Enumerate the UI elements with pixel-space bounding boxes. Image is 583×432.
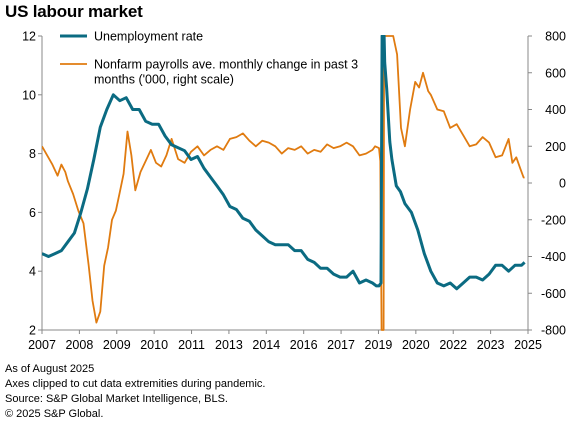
y-right-tick-label: 400 xyxy=(545,103,566,117)
y-right-tick-label: -600 xyxy=(541,287,566,301)
x-tick-label: 2008 xyxy=(65,338,93,352)
legend-label-payrolls: Nonfarm payrolls ave. monthly change in … xyxy=(94,58,358,87)
x-tick-label: 2009 xyxy=(103,338,131,352)
y-left-tick-label: 12 xyxy=(22,30,36,44)
x-tick-label: 2020 xyxy=(402,338,430,352)
footnote-source: Source: S&P Global Market Intelligence, … xyxy=(5,393,228,405)
x-tick-label: 2016 xyxy=(290,338,318,352)
y-right-tick-label: 0 xyxy=(559,177,566,191)
legend: Unemployment rate Nonfarm payrolls ave. m… xyxy=(60,30,358,87)
y-right-tick-label: 600 xyxy=(545,66,566,80)
unemployment-rate-line xyxy=(42,35,526,291)
y-right-tick-label: 800 xyxy=(545,30,566,44)
y-right-tick-label: -200 xyxy=(541,213,566,227)
y-left-tick-label: 8 xyxy=(29,147,36,161)
x-tick-label: 2013 xyxy=(215,338,243,352)
x-tick-label: 2023 xyxy=(477,338,505,352)
x-tick-label: 2011 xyxy=(178,338,205,352)
x-tick-label: 2014 xyxy=(252,338,280,352)
y-right-tick-label: -800 xyxy=(541,324,566,338)
chart-area: 2 4 6 8 10 12 -800 -600 -400 -200 0 200 400 600 800 200… xyxy=(22,30,566,353)
y-right-tick-label: 200 xyxy=(545,140,566,154)
footnote-axes-note: Axes clipped to cut data extremities dur… xyxy=(5,378,266,390)
y-left-tick-label: 2 xyxy=(29,324,36,338)
y-left-tick-label: 6 xyxy=(29,206,36,220)
x-tick-label: 2017 xyxy=(327,338,355,352)
x-tick-label: 2010 xyxy=(140,338,168,352)
y-left-tick-label: 4 xyxy=(29,265,36,279)
chart-title: US labour market xyxy=(5,2,143,21)
y-left-tick-label: 10 xyxy=(22,88,36,102)
nonfarm-payrolls-line xyxy=(42,35,525,331)
legend-label-unemployment: Unemployment rate xyxy=(94,30,203,44)
x-tick-label: 2019 xyxy=(365,338,393,352)
x-tick-label: 2007 xyxy=(28,338,56,352)
x-tick-label: 2022 xyxy=(439,338,467,352)
axes: 2 4 6 8 10 12 -800 -600 -400 -200 0 200 400 600 800 200… xyxy=(22,30,566,353)
footnote-copyright: © 2025 S&P Global. xyxy=(5,408,104,420)
series-layer xyxy=(42,35,526,331)
x-tick-label: 2025 xyxy=(514,338,542,352)
footnote-date: As of August 2025 xyxy=(5,363,95,375)
footnotes: As of August 2025 Axes clipped to cut da… xyxy=(5,362,265,422)
y-right-tick-label: -400 xyxy=(541,250,566,264)
